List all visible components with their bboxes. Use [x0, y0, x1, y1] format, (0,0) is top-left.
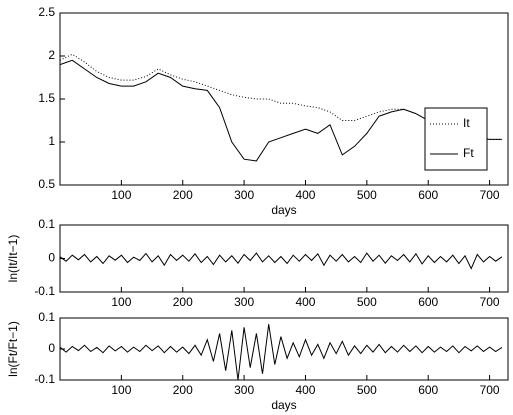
x-tick-label: 100 [111, 188, 131, 202]
x-tick-label: 200 [173, 295, 193, 309]
y-tick-label: 0.1 [38, 310, 55, 324]
y-tick-label: 0.5 [38, 177, 55, 191]
x-axis-label: days [271, 398, 296, 412]
x-tick-label: 700 [480, 188, 500, 202]
x-tick-label: 100 [111, 295, 131, 309]
x-tick-label: 200 [173, 188, 193, 202]
y-tick-label: 1.5 [38, 91, 55, 105]
plot-frame [59, 224, 509, 293]
x-axis-label: days [271, 203, 296, 217]
x-tick-label: 400 [295, 383, 315, 397]
x-tick-label: 200 [173, 383, 193, 397]
y-tick-label: 0 [48, 341, 55, 355]
y-tick-label: -0.1 [34, 284, 55, 298]
legend-box [424, 107, 488, 171]
x-tick-label: 500 [357, 383, 377, 397]
x-tick-label: 600 [418, 383, 438, 397]
data-line [59, 324, 503, 381]
legend-label: It [463, 116, 470, 130]
x-tick-label: 700 [480, 295, 500, 309]
y-tick-label: 0.1 [38, 217, 55, 231]
x-tick-label: 500 [357, 188, 377, 202]
x-tick-label: 500 [357, 295, 377, 309]
y-tick-label: -0.1 [34, 372, 55, 386]
y-tick-label: 2 [48, 48, 55, 62]
data-line [59, 252, 503, 270]
y-tick-label: 1 [48, 134, 55, 148]
legend-label: Ft [463, 146, 474, 160]
x-tick-label: 100 [111, 383, 131, 397]
y-axis-label: ln(Ft/Ft−1) [6, 321, 20, 377]
y-axis-label: ln(It/It−1) [6, 235, 20, 283]
x-tick-label: 400 [295, 295, 315, 309]
x-tick-label: 300 [234, 295, 254, 309]
x-tick-label: 400 [295, 188, 315, 202]
x-tick-label: 300 [234, 188, 254, 202]
x-tick-label: 600 [418, 295, 438, 309]
y-tick-label: 2.5 [38, 5, 55, 19]
y-tick-label: 0 [48, 251, 55, 265]
x-tick-label: 300 [234, 383, 254, 397]
x-tick-label: 700 [480, 383, 500, 397]
x-tick-label: 600 [418, 188, 438, 202]
